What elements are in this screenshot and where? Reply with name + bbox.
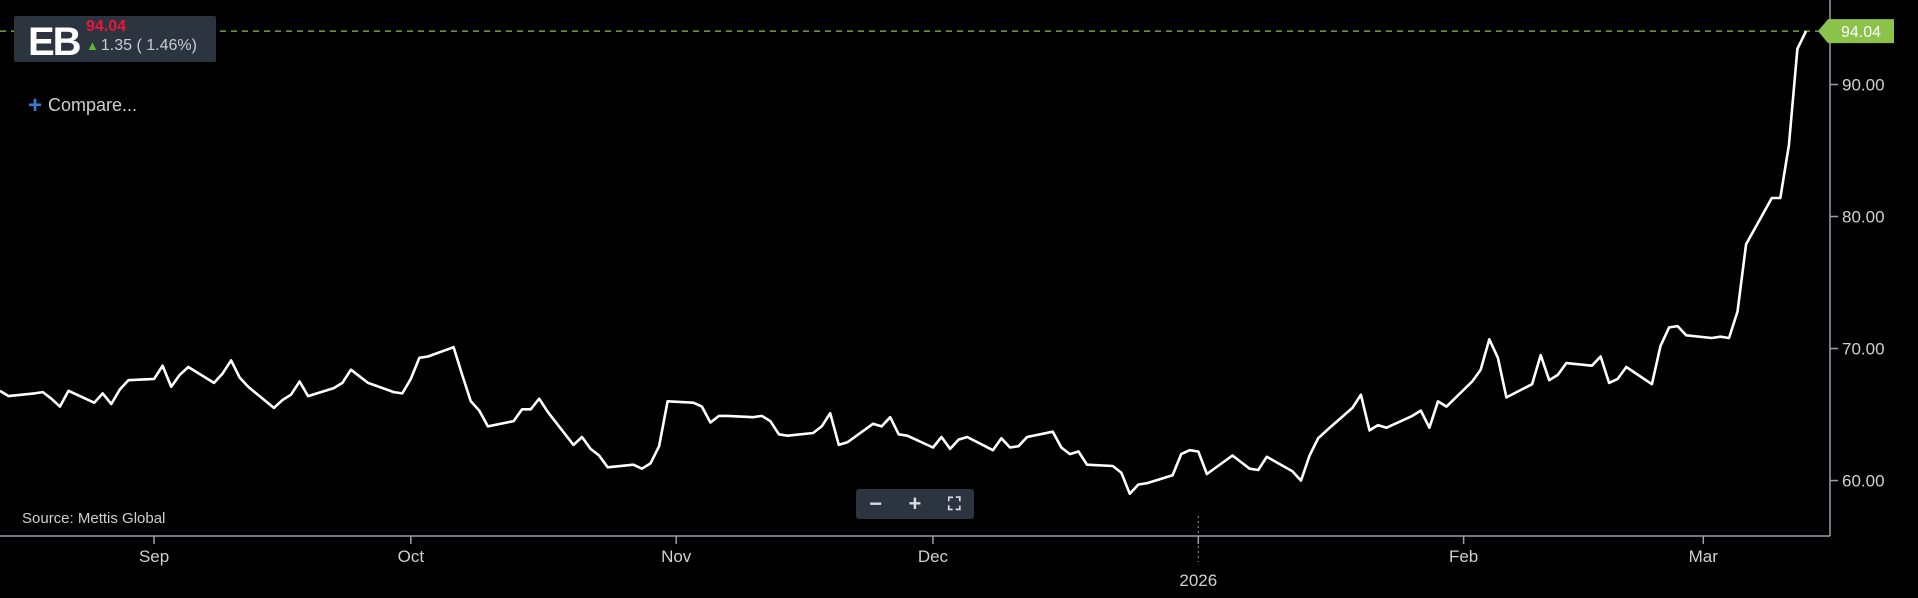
- x-tick-label: Mar: [1689, 547, 1719, 566]
- price-change: ▲ 1.35 ( 1.46%): [86, 37, 197, 55]
- price-series-line: [0, 30, 1808, 496]
- fullscreen-button[interactable]: ⛶: [939, 489, 969, 519]
- y-tick-label: 90.00: [1842, 75, 1885, 94]
- x-tick-label: Nov: [661, 547, 692, 566]
- y-axis-ticks: 60.00 70.00 80.00 90.00: [1830, 75, 1885, 491]
- ticker-symbol: EB: [28, 20, 82, 64]
- x-tick-label: Sep: [139, 547, 169, 566]
- last-price-tag-shape: [1818, 19, 1894, 44]
- last-price-tag: 94.04: [1818, 19, 1894, 44]
- x-tick-label: Feb: [1449, 547, 1478, 566]
- y-tick-label: 70.00: [1842, 340, 1885, 359]
- fullscreen-icon: ⛶: [948, 494, 961, 514]
- arrow-up-icon: ▲: [86, 38, 99, 53]
- x-axis-ticks: Sep Oct Nov Dec 2026 Feb Mar: [139, 516, 1718, 590]
- zoom-controls: − + ⛶: [856, 489, 974, 519]
- x-tick-label: 2026: [1179, 571, 1217, 590]
- zoom-out-icon: −: [869, 491, 883, 516]
- last-price: 94.04: [86, 18, 127, 35]
- y-tick-label: 60.00: [1842, 472, 1885, 491]
- compare-label: Compare...: [48, 95, 138, 115]
- price-change-text: 1.35 ( 1.46%): [100, 37, 197, 54]
- zoom-in-icon: +: [908, 491, 922, 516]
- x-tick-label: Dec: [918, 547, 949, 566]
- x-tick-label: Oct: [398, 547, 425, 566]
- ticker-header: EB 94.04 ▲ 1.35 ( 1.46%): [14, 16, 216, 62]
- source-label: Source: Mettis Global: [22, 510, 166, 527]
- y-tick-label: 80.00: [1842, 208, 1885, 227]
- compare-button[interactable]: + Compare...: [28, 92, 137, 120]
- plus-icon: +: [28, 92, 43, 119]
- last-price-tag-label: 94.04: [1841, 24, 1881, 41]
- zoom-in-button[interactable]: +: [900, 489, 930, 519]
- zoom-out-button[interactable]: −: [861, 489, 891, 519]
